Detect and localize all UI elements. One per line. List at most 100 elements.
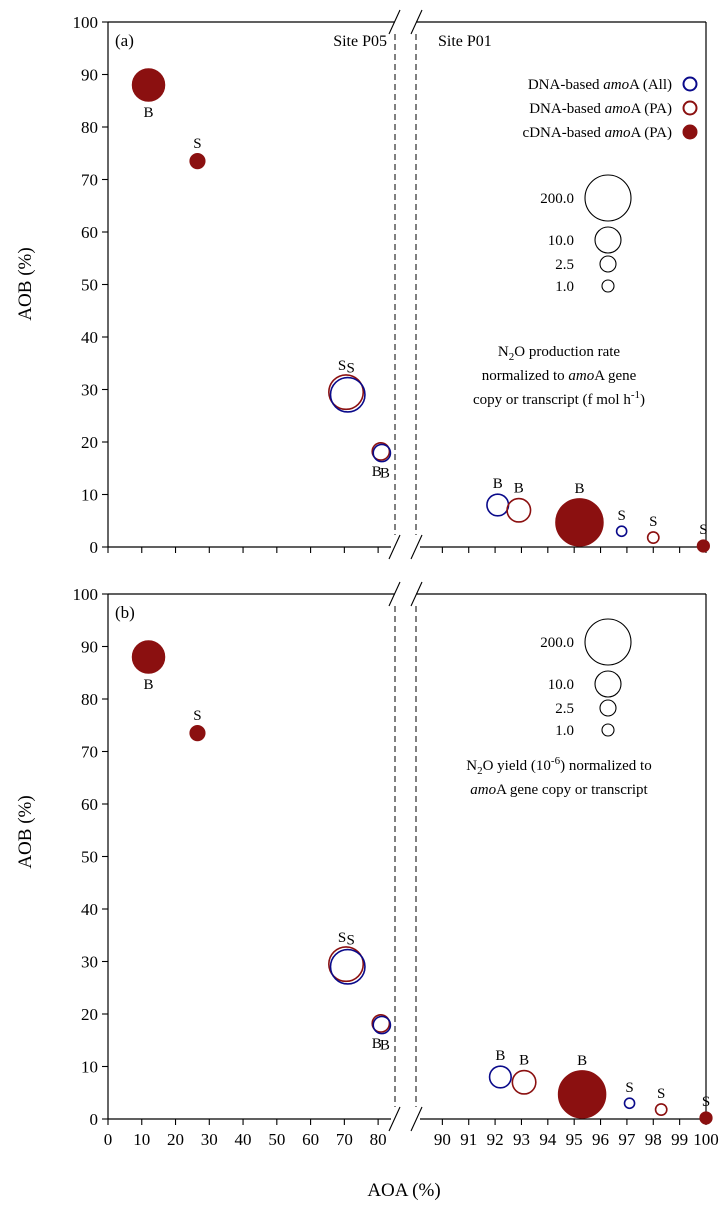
bubble-point (646, 531, 660, 544)
size-legend-label: 2.5 (555, 701, 574, 717)
point-label: B (372, 464, 382, 480)
panel-tag: (b) (115, 603, 135, 622)
x-tick-label: 40 (235, 1130, 252, 1149)
size-legend-label: 2.5 (555, 257, 574, 273)
y-axis-label-a: AOB (%) (15, 247, 36, 320)
point-label: S (699, 522, 707, 538)
size-legend-label: 10.0 (548, 677, 574, 693)
bubble-point (557, 1070, 607, 1119)
bubble-point (615, 525, 628, 538)
panel-a: 0 10 20 30 40 50 60 70 80 90 100 (a) Site P05 Site P0… (73, 9, 710, 560)
point-label: B (144, 677, 154, 693)
bubble-point (329, 376, 366, 413)
normalization-note: normalized to amoA gene (482, 368, 637, 384)
site-label-left: Site P05 (333, 33, 387, 50)
normalization-note: copy or transcript (f mol h-1) (473, 389, 645, 408)
normalization-note: amoA gene copy or transcript (470, 782, 648, 798)
y-tick-label: 80 (81, 118, 98, 137)
y-tick-label: 70 (81, 743, 98, 762)
y-tick-label: 60 (81, 795, 98, 814)
site-label-right: Site P01 (438, 33, 492, 50)
bubble-point (372, 443, 392, 463)
x-tick-label: 99 (671, 1130, 688, 1149)
size-legend-label: 1.0 (555, 723, 574, 739)
bubble-point (329, 948, 366, 985)
y-tick-label: 30 (81, 953, 98, 972)
x-tick-label: 95 (566, 1130, 583, 1149)
axis-break-mark-top (410, 9, 423, 35)
legend-marker (682, 100, 698, 116)
bubble-point (511, 1069, 537, 1095)
y-tick-label: 40 (81, 328, 98, 347)
y-tick-label: 40 (81, 900, 98, 919)
point-label: B (514, 481, 524, 497)
bubble-point (131, 640, 166, 674)
y-tick-label: 90 (81, 638, 98, 657)
y-tick-label: 30 (81, 381, 98, 400)
size-legend-bubble (594, 670, 622, 698)
y-tick-label: 10 (81, 1058, 98, 1077)
bubble-point (654, 1103, 668, 1116)
x-tick-label: 93 (513, 1130, 530, 1149)
x-tick-label: 80 (370, 1130, 387, 1149)
point-label: B (519, 1053, 529, 1069)
y-tick-label: 10 (81, 486, 98, 505)
y-tick-label: 50 (81, 276, 98, 295)
bubble-point (555, 498, 604, 547)
size-legend-label: 10.0 (548, 233, 574, 249)
point-label: S (347, 361, 355, 377)
size-legend-label: 200.0 (540, 191, 574, 207)
legend-entry: cDNA-based amoA (PA) (523, 125, 672, 141)
point-label: S (617, 508, 625, 524)
point-label: B (493, 476, 503, 492)
point-label: B (380, 466, 390, 482)
point-label: S (193, 708, 201, 724)
size-legend-bubble (601, 279, 615, 293)
point-label: S (338, 358, 346, 374)
bubble-point (696, 539, 710, 553)
x-tick-label: 90 (434, 1130, 451, 1149)
point-label: S (338, 930, 346, 946)
point-label: S (657, 1086, 665, 1102)
panel-tag: (a) (115, 31, 134, 50)
bubble-point (328, 374, 365, 411)
point-label: S (702, 1094, 710, 1110)
x-tick-label: 0 (104, 1130, 113, 1149)
x-tick-label: 70 (336, 1130, 353, 1149)
bubble-point (372, 1015, 392, 1035)
point-label: S (625, 1080, 633, 1096)
axis-break-mark-bottom (388, 1106, 401, 1132)
x-tick-label: 30 (201, 1130, 218, 1149)
y-tick-label: 70 (81, 171, 98, 190)
bubble-point (189, 153, 206, 170)
legend-entry: DNA-based amoA (All) (528, 77, 672, 93)
y-tick-label: 20 (81, 1005, 98, 1024)
y-tick-label: 100 (73, 585, 99, 604)
size-legend-bubble (601, 723, 615, 737)
y-tick-label: 0 (90, 1110, 99, 1129)
axis-break-mark-bottom (388, 534, 401, 560)
point-label: S (193, 136, 201, 152)
point-label: S (347, 933, 355, 949)
y-tick-label: 20 (81, 433, 98, 452)
size-legend-bubble (599, 255, 617, 273)
point-label: B (372, 1036, 382, 1052)
bubble-point (371, 1014, 391, 1033)
x-tick-label: 97 (618, 1130, 636, 1149)
legend-marker (682, 124, 698, 140)
axis-break-mark-bottom (410, 534, 423, 560)
x-axis-label: AOA (%) (367, 1180, 440, 1201)
normalization-note: N2O production rate (498, 344, 620, 363)
x-tick-label: 91 (460, 1130, 477, 1149)
x-tick-label: 20 (167, 1130, 184, 1149)
x-tick-label: 10 (133, 1130, 150, 1149)
normalization-note: N2O yield (10-6) normalized to (466, 755, 651, 777)
bubble-point (189, 725, 206, 742)
legend-marker (682, 76, 698, 92)
x-tick-label: 94 (539, 1130, 557, 1149)
axis-break-mark-top (388, 9, 401, 35)
axis-break-mark-bottom (410, 1106, 423, 1132)
x-tick-label: 98 (645, 1130, 662, 1149)
x-tick-label: 50 (268, 1130, 285, 1149)
